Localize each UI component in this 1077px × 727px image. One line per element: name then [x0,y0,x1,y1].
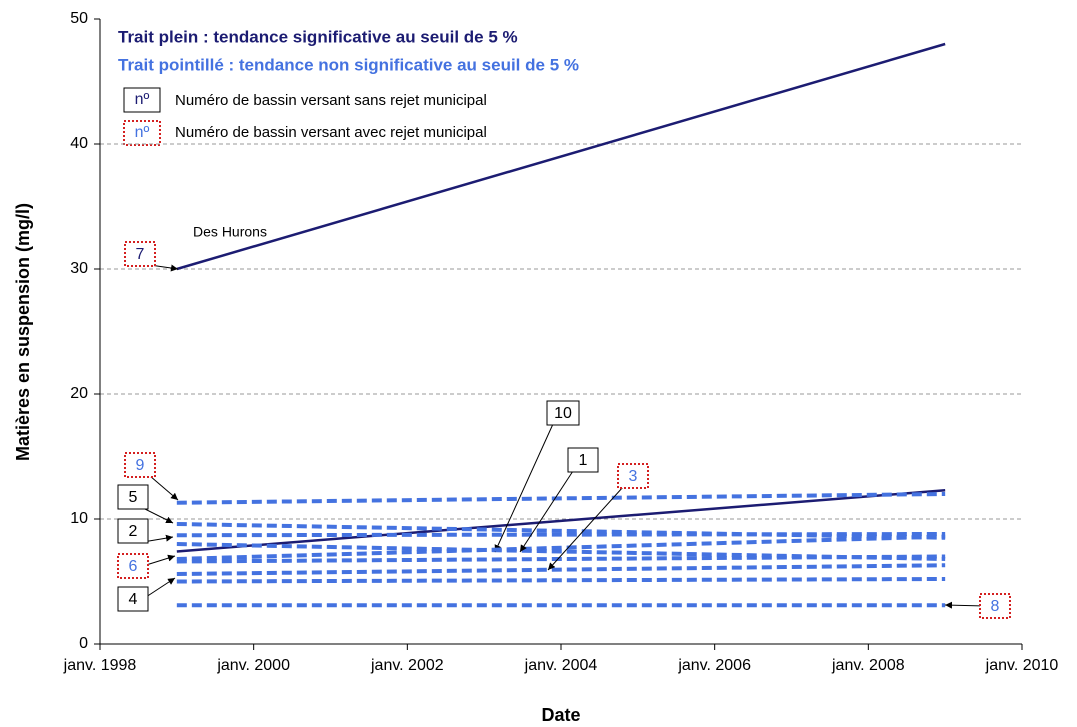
label-arrow [494,423,554,553]
label-box-text: 10 [554,405,572,422]
trend-line [176,563,946,576]
y-tick-label: 40 [70,135,88,152]
label-box [117,553,149,579]
y-tick-label: 10 [70,510,88,527]
trend-line [176,554,946,564]
y-tick-label: 0 [79,635,88,652]
trend-line [176,492,946,505]
label-box-text: 9 [136,457,145,474]
x-tick-label: janv. 2002 [370,657,444,674]
legend-box [123,120,161,146]
y-tick-label: 20 [70,385,88,402]
legend-box-label: nº [135,91,150,108]
x-tick-label: janv. 2006 [677,657,751,674]
label-box [117,586,149,612]
label-box-text: 6 [129,558,138,575]
label-box-text: 2 [129,523,138,540]
legend-text: Numéro de bassin versant avec rejet muni… [175,124,487,141]
y-tick-label: 30 [70,260,88,277]
trend-line [176,542,946,561]
y-tick-label: 50 [70,10,88,27]
legend-dashed: Trait pointillé : tendance non significa… [118,55,579,74]
y-axis-label: Matières en suspension (mg/l) [13,203,33,461]
trend-line [176,489,946,553]
label-box [979,593,1011,619]
label-box [546,400,580,426]
trend-line [176,577,946,584]
label-box-text: 7 [136,246,145,263]
legend-box-label: nº [135,124,150,141]
legend-box [123,87,161,113]
trend-line [176,534,946,561]
label-arrow [519,470,574,553]
x-tick-label: janv. 2000 [216,657,290,674]
label-arrow [547,486,624,571]
x-axis-label: Date [541,705,580,725]
trend-line [176,532,946,538]
label-box [567,447,599,473]
legend: Trait plein : tendance significative au … [118,27,579,146]
x-tick-label: janv. 2004 [524,657,598,674]
label-box-text: 3 [629,468,638,485]
x-tick-label: janv. 2010 [985,657,1059,674]
label-box [124,241,156,267]
label-box-text: 4 [129,591,138,608]
label-box [617,463,649,489]
label-box-text: 5 [129,489,138,506]
x-tick-label: janv. 2008 [831,657,905,674]
label-box-text: 8 [991,598,1000,615]
x-tick-label: janv. 1998 [63,657,137,674]
trend-line [176,522,946,540]
trend-line [176,42,946,271]
label-box-text: 1 [579,452,588,469]
legend-solid: Trait plein : tendance significative au … [118,27,518,46]
label-box [117,484,149,510]
label-arrow [149,475,179,501]
label-arrow [142,507,174,524]
label-box [117,518,149,544]
series-name: Des Hurons [193,224,267,240]
label-arrow [944,601,986,609]
label-box [124,452,156,478]
legend-text: Numéro de bassin versant sans rejet muni… [175,92,487,109]
